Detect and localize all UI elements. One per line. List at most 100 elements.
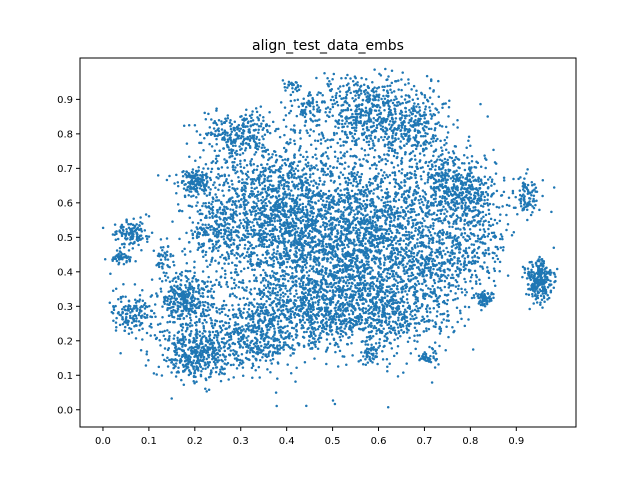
scatter-point — [458, 202, 461, 205]
scatter-point — [379, 185, 382, 188]
scatter-point — [262, 235, 265, 239]
scatter-point — [365, 110, 368, 113]
scatter-point — [245, 343, 249, 346]
scatter-point — [274, 169, 278, 172]
scatter-point — [447, 151, 450, 154]
scatter-point — [176, 181, 180, 184]
scatter-point — [408, 233, 411, 237]
scatter-point — [230, 287, 234, 290]
scatter-point — [324, 242, 328, 246]
scatter-point — [266, 193, 270, 197]
scatter-point — [231, 160, 234, 164]
scatter-point — [284, 240, 287, 244]
scatter-point — [312, 179, 316, 182]
scatter-point — [438, 266, 441, 270]
scatter-point — [472, 219, 476, 222]
scatter-point — [464, 195, 467, 198]
scatter-point — [423, 196, 427, 200]
scatter-point — [409, 215, 413, 219]
scatter-point — [227, 257, 231, 260]
scatter-point — [301, 202, 305, 206]
scatter-point — [484, 213, 488, 217]
scatter-point — [286, 260, 289, 264]
scatter-point — [460, 200, 464, 204]
scatter-point — [301, 284, 305, 287]
scatter-point — [400, 168, 404, 171]
scatter-point — [332, 245, 336, 249]
scatter-point — [360, 76, 363, 80]
scatter-point — [280, 197, 284, 201]
scatter-point — [304, 172, 307, 176]
scatter-point — [421, 189, 425, 192]
scatter-point — [389, 88, 392, 91]
scatter-point — [463, 168, 467, 172]
scatter-point — [281, 173, 285, 177]
scatter-point — [209, 170, 213, 174]
scatter-point — [353, 129, 357, 132]
scatter-point — [395, 97, 398, 101]
scatter-point — [319, 225, 322, 229]
scatter-point — [406, 210, 410, 213]
scatter-point — [383, 135, 387, 139]
scatter-point — [247, 304, 251, 307]
scatter-point — [241, 172, 244, 175]
scatter-point — [278, 266, 282, 269]
scatter-point — [464, 293, 467, 297]
scatter-point — [354, 126, 358, 129]
scatter-point — [436, 234, 439, 237]
scatter-point — [401, 304, 405, 308]
scatter-point — [208, 191, 212, 195]
scatter-point — [444, 148, 448, 151]
scatter-point — [203, 136, 206, 140]
scatter-point — [230, 276, 233, 280]
scatter-point — [304, 195, 307, 198]
scatter-point — [349, 211, 353, 214]
scatter-point — [441, 167, 444, 170]
scatter-point — [393, 216, 396, 220]
scatter-point — [423, 153, 426, 157]
scatter-point — [217, 133, 221, 136]
scatter-point — [340, 156, 343, 160]
scatter-point — [233, 157, 237, 161]
scatter-point — [233, 139, 236, 143]
scatter-point — [331, 291, 335, 294]
scatter-point — [359, 206, 362, 209]
scatter-point — [241, 178, 244, 181]
scatter-point — [230, 130, 234, 134]
scatter-point — [319, 142, 323, 145]
scatter-point — [214, 161, 218, 165]
scatter-point — [386, 78, 389, 81]
scatter-point — [424, 107, 427, 111]
scatter-point — [334, 94, 338, 97]
scatter-point — [391, 272, 395, 276]
scatter-point — [354, 262, 357, 266]
scatter-point — [255, 168, 259, 171]
scatter-point — [294, 289, 298, 292]
scatter-point — [268, 229, 272, 233]
scatter-point — [250, 190, 253, 193]
scatter-point — [260, 146, 264, 150]
scatter-point — [262, 126, 265, 130]
scatter-point — [351, 96, 354, 100]
scatter-point — [416, 238, 419, 241]
scatter-point — [336, 229, 339, 232]
scatter-point — [400, 277, 403, 281]
scatter-point — [368, 215, 372, 219]
scatter-point — [444, 161, 448, 164]
scatter-point — [338, 182, 342, 186]
scatter-point — [443, 212, 446, 216]
scatter-point — [410, 231, 413, 234]
scatter-point — [331, 78, 334, 81]
scatter-point — [278, 135, 282, 139]
scatter-point — [349, 201, 353, 205]
scatter-point — [483, 195, 486, 199]
scatter-point — [512, 230, 516, 234]
scatter-point — [472, 294, 476, 297]
scatter-point — [438, 236, 441, 239]
scatter-point — [323, 215, 326, 219]
scatter-point — [286, 251, 289, 254]
scatter-point — [430, 137, 433, 141]
scatter-point — [244, 147, 248, 150]
scatter-point — [349, 181, 353, 185]
scatter-point — [337, 126, 340, 130]
